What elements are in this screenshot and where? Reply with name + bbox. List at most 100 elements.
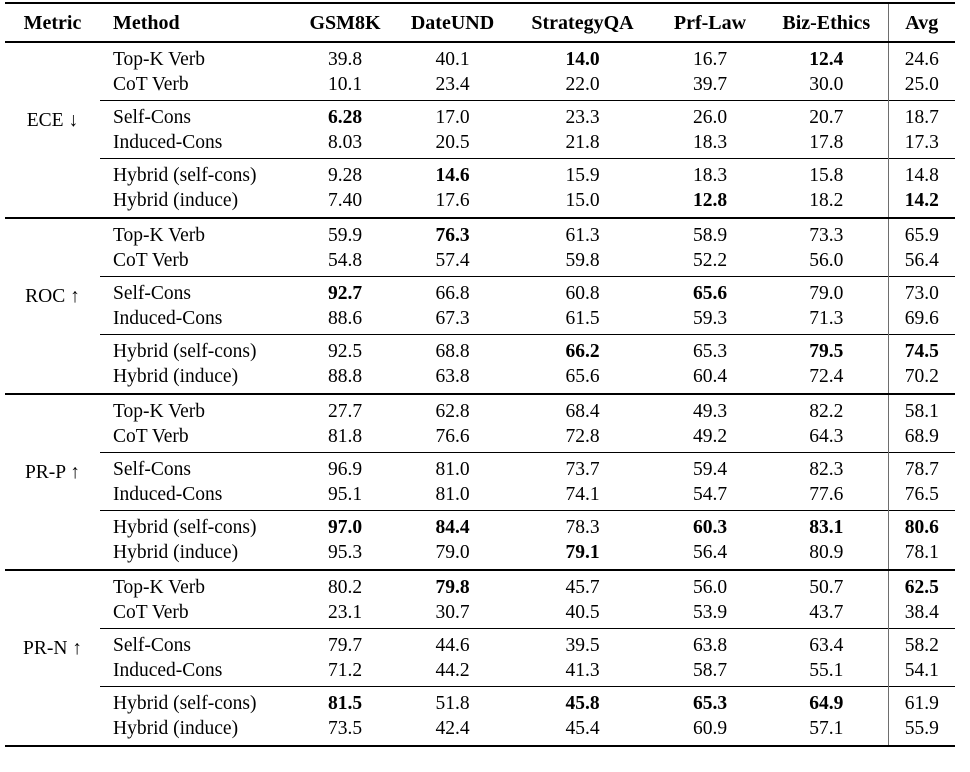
value-cell: 60.3: [655, 510, 765, 540]
column-header-biz-ethics: Biz-Ethics: [765, 3, 888, 43]
avg-value-cell: 78.7: [887, 452, 955, 482]
value-cell: 83.1: [765, 510, 888, 540]
value-cell: 60.9: [692, 718, 728, 739]
value-cell: 15.0: [565, 190, 600, 211]
value-cell: 77.6: [809, 484, 844, 505]
table-row: Hybrid (induce) 95.3 79.0 79.1 56.4 80.9 78.1: [5, 540, 955, 570]
value-cell: 60.4: [692, 366, 728, 387]
value-cell: 63.8: [655, 628, 765, 658]
value-cell: 95.1: [327, 484, 363, 505]
value-cell: 59.8: [565, 250, 600, 271]
method-cell: CoT Verb: [113, 426, 189, 447]
table-row: Self-Cons 96.9 81.0 73.7 59.4 82.3 78.7: [5, 452, 955, 482]
value-cell: 18.3: [692, 132, 728, 153]
value-cell: 67.3: [435, 308, 470, 329]
value-cell: 6.28: [295, 100, 395, 130]
value-cell: 76.6: [435, 426, 470, 447]
value-cell: 66.2: [510, 334, 655, 364]
avg-value-cell: 17.3: [887, 130, 955, 159]
method-cell: Self-Cons: [100, 276, 295, 306]
value-cell: 82.2: [765, 393, 888, 424]
avg-value-cell: 55.9: [887, 716, 955, 746]
value-cell: 58.7: [692, 660, 728, 681]
value-cell: 74.1: [565, 484, 600, 505]
value-cell: 7.40: [327, 190, 363, 211]
table-row: Induced-Cons 71.2 44.2 41.3 58.7 55.1 54.1: [5, 658, 955, 687]
metric-group-cell: ROC ↑: [5, 217, 100, 394]
method-cell: Induced-Cons: [113, 660, 223, 681]
value-cell: 73.7: [510, 452, 655, 482]
table-row: Self-Cons 79.7 44.6 39.5 63.8 63.4 58.2: [5, 628, 955, 658]
table-row: Hybrid (induce) 88.8 63.8 65.6 60.4 72.4 70.2: [5, 364, 955, 394]
table-row: CoT Verb 23.1 30.7 40.5 53.9 43.7 38.4: [5, 600, 955, 629]
value-cell: 59.4: [655, 452, 765, 482]
value-cell: 44.6: [395, 628, 510, 658]
method-cell: Induced-Cons: [113, 308, 223, 329]
value-cell: 15.9: [510, 158, 655, 188]
avg-value-cell: 68.9: [887, 424, 955, 453]
value-cell: 54.8: [327, 250, 363, 271]
avg-value-cell: 70.2: [887, 364, 955, 394]
value-cell: 68.8: [395, 334, 510, 364]
column-header-avg: Avg: [887, 3, 955, 43]
method-cell: CoT Verb: [113, 602, 189, 623]
table-row: Hybrid (self-cons) 9.28 14.6 15.9 18.3 15.8 14…: [5, 158, 955, 188]
value-cell: 58.9: [655, 217, 765, 248]
value-cell: 63.4: [765, 628, 888, 658]
table-row: Induced-Cons 88.6 67.3 61.5 59.3 71.3 69.6: [5, 306, 955, 335]
value-cell: 42.4: [435, 718, 470, 739]
method-cell: Hybrid (induce): [113, 190, 239, 211]
value-cell: 73.3: [765, 217, 888, 248]
value-cell: 97.0: [295, 510, 395, 540]
table-row: CoT Verb 10.1 23.4 22.0 39.7 30.0 25.0: [5, 72, 955, 101]
avg-value-cell: 58.2: [887, 628, 955, 658]
column-header-gsm8k: GSM8K: [295, 3, 395, 43]
value-cell: 20.5: [435, 132, 470, 153]
results-table-body: ECE ↓ Top-K Verb 39.8 40.1 14.0 16.7 12.4 24.6 C…: [5, 41, 955, 746]
value-cell: 49.3: [655, 393, 765, 424]
avg-value-cell: 76.5: [887, 482, 955, 511]
value-cell: 92.5: [295, 334, 395, 364]
avg-value-cell: 54.1: [887, 658, 955, 687]
value-cell: 79.0: [765, 276, 888, 306]
value-cell: 18.3: [655, 158, 765, 188]
value-cell: 55.1: [809, 660, 844, 681]
value-cell: 45.4: [565, 718, 600, 739]
metric-label: PR-P ↑: [24, 461, 81, 483]
value-cell: 65.6: [565, 366, 600, 387]
metric-group-cell: ECE ↓: [5, 41, 100, 218]
value-cell: 43.7: [809, 602, 844, 623]
value-cell: 57.1: [809, 718, 844, 739]
value-cell: 81.8: [327, 426, 363, 447]
table-row: Hybrid (self-cons) 81.5 51.8 45.8 65.3 64.9 61…: [5, 686, 955, 716]
metric-group-cell: PR-P ↑: [5, 393, 100, 570]
table-row: PR-P ↑ Top-K Verb 27.7 62.8 68.4 49.3 82.2 58.1: [5, 393, 955, 570]
value-cell: 79.5: [765, 334, 888, 364]
value-cell: 27.7: [295, 393, 395, 424]
value-cell: 51.8: [395, 686, 510, 716]
paper-table-figure: Metric Method GSM8K DateUND StrategyQA P…: [5, 2, 955, 747]
value-cell: 56.4: [692, 542, 728, 563]
header-row: Metric Method GSM8K DateUND StrategyQA P…: [5, 3, 955, 43]
value-cell: 79.1: [565, 542, 600, 563]
results-table: Metric Method GSM8K DateUND StrategyQA P…: [5, 2, 955, 747]
avg-value-cell: 74.5: [887, 334, 955, 364]
value-cell: 88.8: [327, 366, 363, 387]
avg-value-cell: 58.1: [887, 393, 955, 424]
avg-value-cell: 62.5: [887, 569, 955, 600]
value-cell: 66.8: [395, 276, 510, 306]
value-cell: 56.0: [809, 250, 844, 271]
value-cell: 79.8: [395, 569, 510, 600]
table-row: Hybrid (self-cons) 97.0 84.4 78.3 60.3 83.1 80…: [5, 510, 955, 540]
column-header-dateund: DateUND: [395, 3, 510, 43]
value-cell: 78.3: [510, 510, 655, 540]
value-cell: 61.3: [510, 217, 655, 248]
value-cell: 39.8: [295, 41, 395, 72]
method-cell: Top-K Verb: [100, 393, 295, 424]
avg-value-cell: 78.1: [887, 540, 955, 570]
method-cell: Hybrid (self-cons): [100, 158, 295, 188]
method-cell: Hybrid (self-cons): [100, 686, 295, 716]
method-cell: CoT Verb: [113, 250, 189, 271]
method-cell: Induced-Cons: [113, 132, 223, 153]
value-cell: 68.4: [510, 393, 655, 424]
